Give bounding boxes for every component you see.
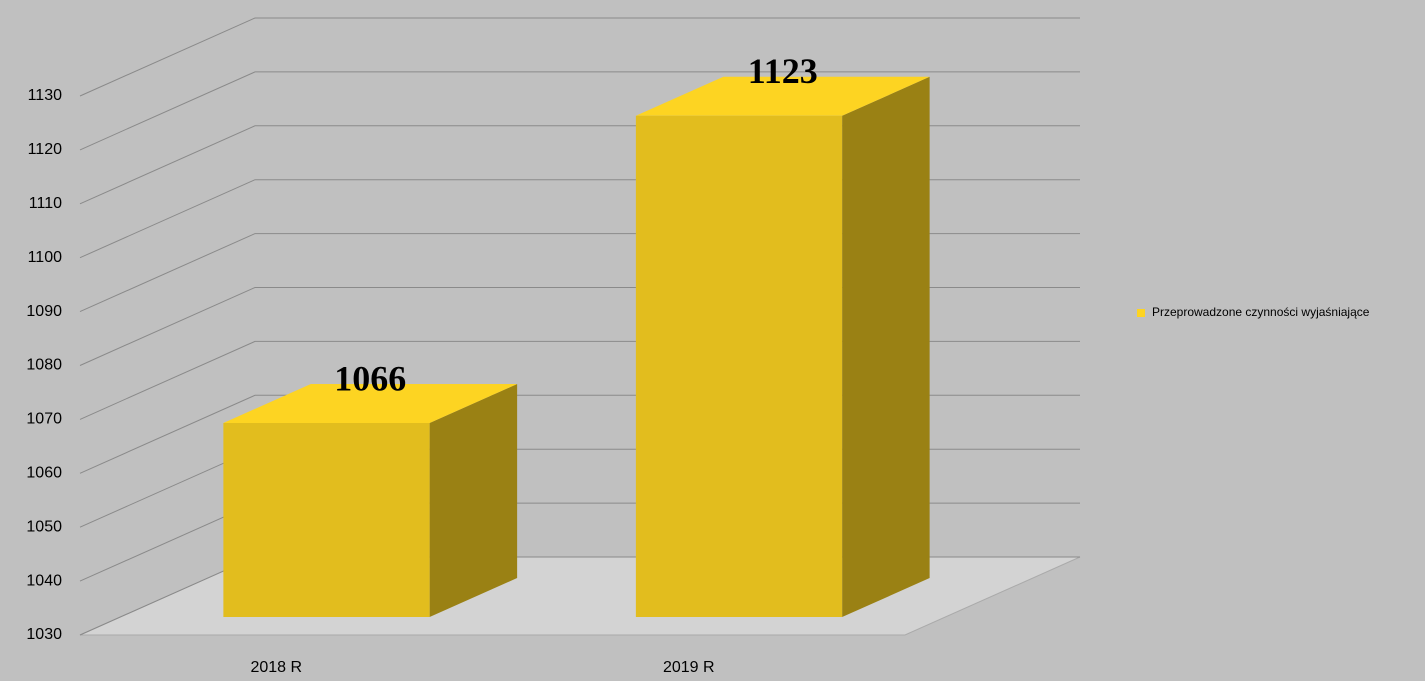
legend-label: Przeprowadzone czynności wyjaśniające <box>1152 305 1370 319</box>
grid-line <box>79 287 1080 366</box>
legend-swatch <box>1137 309 1145 317</box>
value-label: 1066 <box>334 358 406 398</box>
value-label: 1123 <box>748 51 818 91</box>
grid-line <box>79 340 1080 420</box>
bar-side <box>429 384 518 618</box>
grid-line <box>79 125 1080 205</box>
grid-line <box>79 179 1080 259</box>
y-tick-label: 1070 <box>26 411 62 428</box>
y-tick-label: 1030 <box>26 626 62 643</box>
y-tick-label: 1060 <box>26 465 62 482</box>
bar-side <box>842 76 930 618</box>
y-tick-label: 1040 <box>26 572 62 589</box>
y-tick-label: 1110 <box>29 195 62 212</box>
x-tick-label: 2018 R <box>250 659 302 676</box>
y-tick-label: 1120 <box>28 141 63 158</box>
bar-top <box>223 384 518 424</box>
y-tick-label: 1130 <box>28 87 63 104</box>
grid-line <box>79 71 1080 151</box>
grid-line <box>79 233 1080 313</box>
y-tick-label: 1050 <box>26 518 62 535</box>
x-tick-label: 2019 R <box>663 659 715 676</box>
y-tick-label: 1080 <box>26 357 62 374</box>
bar-top <box>635 76 930 116</box>
y-tick-label: 1090 <box>26 303 62 320</box>
y-tick-label: 1100 <box>28 249 63 266</box>
grid-line <box>79 17 1080 97</box>
bar <box>635 115 843 618</box>
bar <box>223 423 430 618</box>
